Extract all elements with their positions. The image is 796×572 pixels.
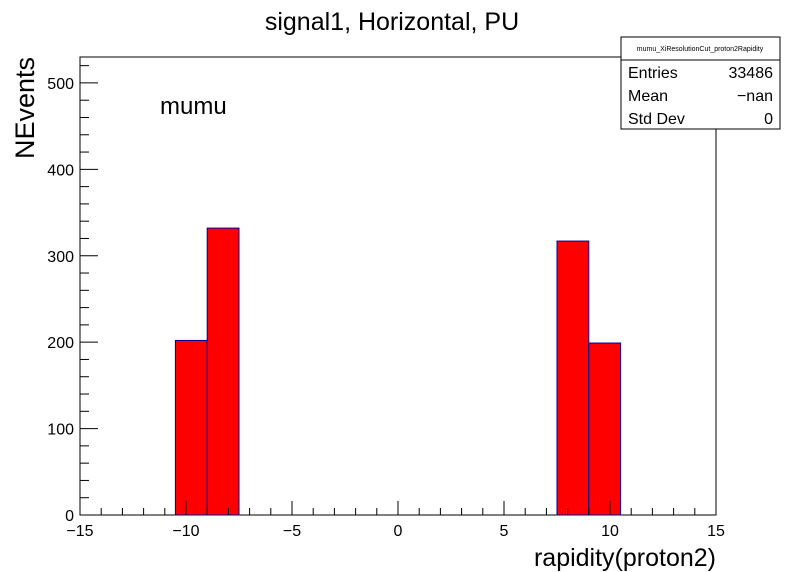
stats-stddev-label: Std Dev: [628, 111, 685, 128]
y-axis: 0 100 200 300 400 500: [47, 65, 98, 525]
y-tick-label: 100: [47, 422, 74, 439]
x-axis: −15 −10 −5 0 5 10 15: [66, 501, 725, 540]
histogram-bar-2: [556, 240, 590, 516]
stats-box-border: [620, 36, 781, 130]
y-tick-label: 500: [47, 76, 74, 93]
y-tick-label: 0: [65, 508, 74, 525]
y-tick-label: 300: [47, 249, 74, 266]
stats-entries-label: Entries: [628, 65, 678, 82]
x-tick-label: 15: [707, 523, 725, 540]
stats-entries-value: 33486: [729, 65, 774, 82]
x-tick-label: 0: [394, 523, 403, 540]
y-tick-label: 200: [47, 335, 74, 352]
histogram-bar-3: [588, 342, 622, 516]
x-tick-label: 10: [601, 523, 619, 540]
x-tick-label: 5: [500, 523, 509, 540]
chart-title: signal1, Horizontal, PU: [265, 8, 519, 36]
histogram-bar-0: [174, 339, 208, 516]
stats-box: mumu_XiResolutionCut_proton2Rapidity Ent…: [620, 36, 781, 130]
annotation-label: mumu: [160, 93, 227, 120]
y-axis-label: NEvents: [10, 57, 40, 159]
stats-mean-label: Mean: [628, 88, 668, 105]
x-tick-label: −15: [66, 523, 93, 540]
x-tick-label: −10: [172, 523, 199, 540]
histogram-bars: [174, 227, 622, 516]
x-tick-label: −5: [283, 523, 301, 540]
x-axis-label: rapidity(proton2): [534, 544, 716, 572]
y-tick-label: 400: [47, 162, 74, 179]
histogram-bar-1: [206, 227, 240, 516]
stats-mean-value: −nan: [737, 88, 773, 105]
stats-stddev-value: 0: [764, 111, 773, 128]
stats-box-title: mumu_XiResolutionCut_proton2Rapidity: [637, 46, 764, 53]
